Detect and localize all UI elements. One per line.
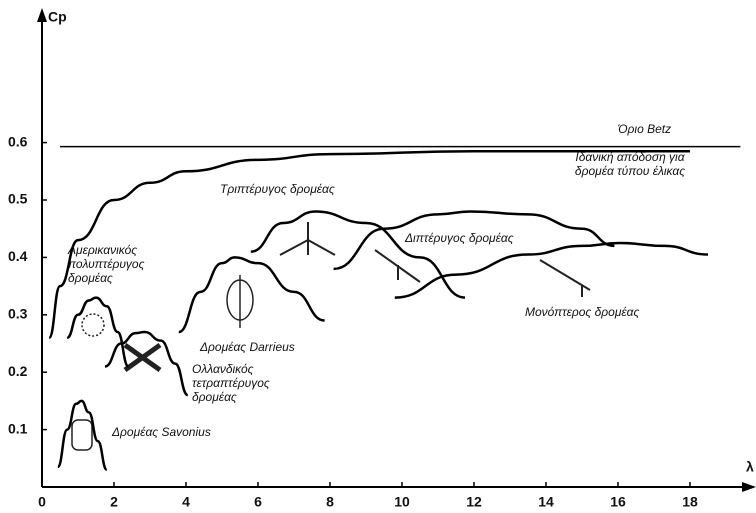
annotation: Ολλανδικός τετραπτέρυγος δρομέας <box>192 362 272 404</box>
x-axis-arrow <box>742 482 756 492</box>
x-tick-label: 2 <box>110 494 118 510</box>
x-axis-label: λ <box>746 459 754 475</box>
annotation: Ιδανική απόδοση για δρομέα τύπου έλικας <box>555 150 705 178</box>
savonius-icon <box>72 420 92 450</box>
y-tick-label: 0.4 <box>8 248 28 264</box>
y-tick-label: 0.3 <box>8 306 28 322</box>
annotation: Δρομέας Darrieus <box>200 340 295 354</box>
annotation: Διπτέρυγος δρομέας <box>405 231 514 245</box>
annotation: Όριο Betz <box>618 122 671 136</box>
two-blade-icon <box>375 250 420 282</box>
annotation: Μονόπτερος δρομέας <box>525 305 639 319</box>
curve <box>395 243 708 298</box>
y-tick-label: 0.6 <box>8 133 28 149</box>
multiblade-icon <box>82 314 104 336</box>
x-tick-label: 12 <box>466 494 482 510</box>
x-tick-label: 8 <box>326 494 334 510</box>
x-tick-label: 10 <box>394 494 410 510</box>
x-tick-label: 14 <box>538 494 554 510</box>
three-blade-icon <box>280 222 335 255</box>
curve <box>179 257 325 332</box>
y-tick-label: 0.2 <box>8 363 28 379</box>
x-tick-label: 0 <box>38 494 46 510</box>
annotation: Αμερικανικός πολυπτέρυγος δρομέας <box>68 243 168 285</box>
curve <box>67 298 128 367</box>
curve <box>105 332 188 395</box>
y-tick-label: 0.1 <box>8 420 28 436</box>
y-tick-label: 0.5 <box>8 191 28 207</box>
y-axis-arrow <box>37 8 47 22</box>
annotation: Τριπτέρυγος δρομέας <box>220 182 335 196</box>
x-tick-label: 18 <box>682 494 698 510</box>
curve <box>58 401 107 470</box>
y-axis-label: Cp <box>48 9 67 25</box>
x-tick-label: 16 <box>610 494 626 510</box>
x-tick-label: 4 <box>182 494 190 510</box>
x-tick-label: 6 <box>254 494 262 510</box>
annotation: Δρομέας Savonius <box>112 425 211 439</box>
chart: Cp λ 0 2 4 6 8 10 12 14 16 18 0.1 0.2 0.3 0.4 0.5 0.6 Ό… <box>0 0 756 513</box>
one-blade-icon <box>540 260 590 297</box>
dutch-icon <box>125 345 160 370</box>
